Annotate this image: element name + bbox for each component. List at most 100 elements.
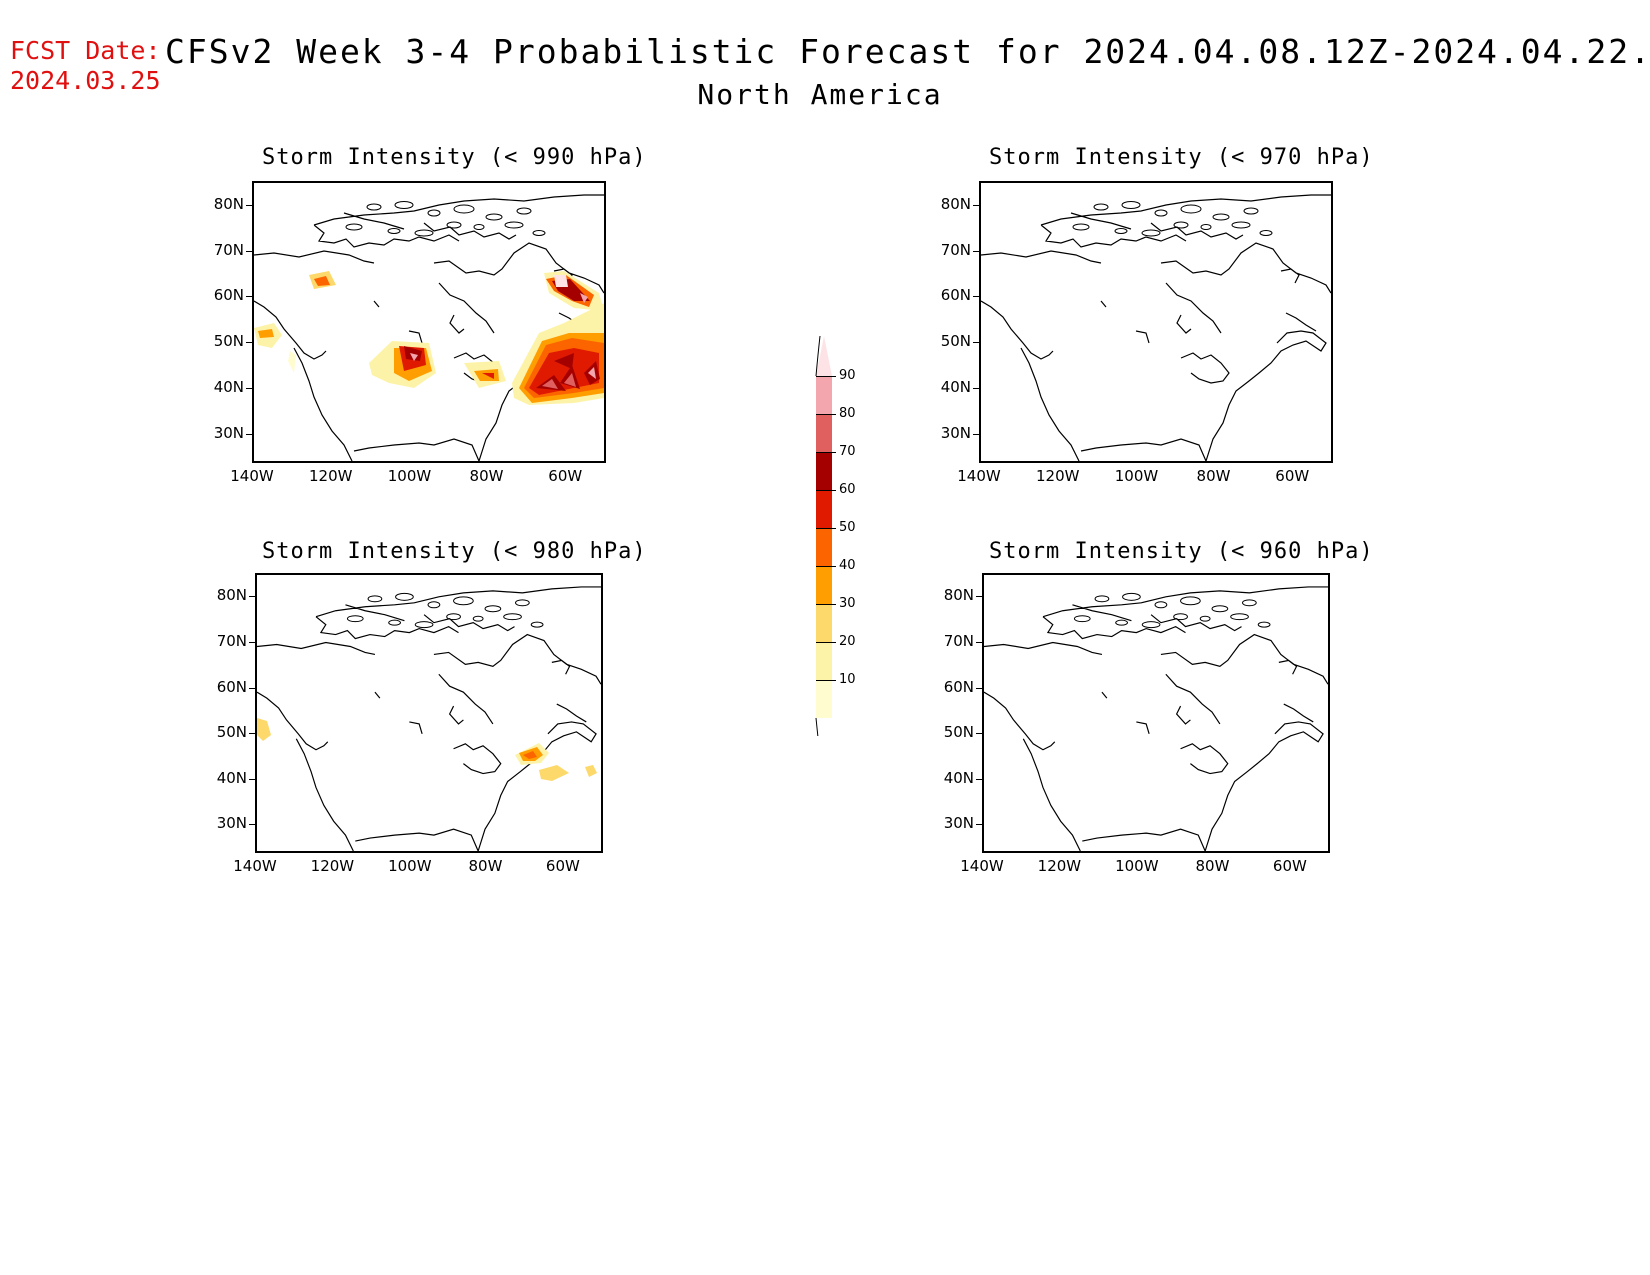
colorbar-label: 20 <box>839 634 856 649</box>
lat-tick-label: 30N <box>940 423 971 442</box>
lat-tick-mark <box>973 433 979 435</box>
region-subtitle: North America <box>697 78 943 111</box>
lon-tick-label: 60W <box>1275 467 1310 485</box>
lat-tick-label: 50N <box>213 332 244 351</box>
lat-tick-mark <box>249 824 255 826</box>
lon-tick-label: 80W <box>468 857 503 875</box>
arctic-island <box>367 595 383 603</box>
lat-tick-mark <box>249 596 255 598</box>
colorbar-tick <box>816 452 836 453</box>
arctic-island <box>472 615 484 622</box>
colorbar <box>800 335 860 757</box>
lat-tick-label: 70N <box>943 632 974 650</box>
arctic-island <box>453 204 475 214</box>
coastline <box>984 586 1328 851</box>
fcst-date-value: 2024.03.25 <box>10 66 161 95</box>
panel-title-990: Storm Intensity (< 990 hPa) <box>262 145 647 170</box>
lat-tick-label: 80N <box>216 586 247 605</box>
colorbar-tick <box>816 566 836 567</box>
colorbar-label: 50 <box>839 520 856 535</box>
lat-tick-label: 30N <box>213 423 244 442</box>
colorbar-tick <box>816 680 836 681</box>
probability-shading <box>257 718 597 781</box>
lat-tick-label: 40N <box>943 768 974 787</box>
lat-tick-mark <box>246 388 252 390</box>
colorbar-tick <box>816 642 836 643</box>
lat-tick-mark <box>246 250 252 252</box>
arctic-island <box>484 605 502 613</box>
lon-tick-label: 120W <box>310 857 355 875</box>
lon-tick-label: 100W <box>387 467 432 485</box>
lat-tick-mark <box>976 687 982 689</box>
lon-tick-label: 140W <box>230 467 274 485</box>
lat-tick-mark <box>976 733 982 735</box>
lat-tick-label: 50N <box>940 332 971 351</box>
colorbar-tick <box>816 414 836 415</box>
arctic-island <box>530 621 544 628</box>
lon-tick-label: 80W <box>469 467 504 485</box>
lat-tick-label: 70N <box>940 240 971 259</box>
arctic-island <box>446 221 462 229</box>
arctic-island <box>453 596 474 606</box>
lat-tick-label: 50N <box>943 723 974 742</box>
lat-tick-mark <box>246 433 252 435</box>
lat-tick-label: 40N <box>213 378 244 397</box>
colorbar-swatch <box>816 452 832 490</box>
arctic-island <box>1073 615 1091 623</box>
arctic-island <box>1231 221 1251 229</box>
colorbar-label: 30 <box>839 596 856 611</box>
lon-tick-label: 80W <box>1196 467 1231 485</box>
panel-title-960: Storm Intensity (< 960 hPa) <box>989 539 1374 564</box>
colorbar-graphic <box>815 335 832 757</box>
lon-tick-label: 100W <box>1115 857 1159 875</box>
arctic-island <box>1122 592 1141 601</box>
colorbar-swatch <box>816 414 832 452</box>
lat-tick-mark <box>973 250 979 252</box>
colorbar-tick <box>816 376 836 377</box>
arctic-island <box>1094 595 1110 603</box>
arctic-island <box>366 203 382 211</box>
coastline <box>981 194 1331 461</box>
arctic-island <box>1154 601 1168 609</box>
colorbar-swatch <box>816 490 832 528</box>
lon-tick-label: 100W <box>1114 467 1159 485</box>
lat-tick-mark <box>973 342 979 344</box>
arctic-island <box>1200 224 1212 230</box>
arctic-island <box>1199 615 1211 622</box>
arctic-island <box>1141 229 1161 237</box>
lat-tick-label: 40N <box>216 768 247 787</box>
lat-tick-mark <box>976 778 982 780</box>
lat-tick-mark <box>973 204 979 206</box>
arctic-island <box>516 207 532 215</box>
lon-tick-label: 60W <box>1272 857 1307 875</box>
lat-tick-label: 80N <box>943 586 974 605</box>
lon-tick-label: 140W <box>233 857 277 875</box>
lat-tick-label: 60N <box>213 286 244 305</box>
forecast-date-block: FCST Date: 2024.03.25 <box>10 36 161 96</box>
arctic-island <box>1180 204 1202 214</box>
coastline <box>257 586 601 851</box>
colorbar-swatch <box>816 680 832 718</box>
colorbar-swatch <box>816 642 832 680</box>
colorbar-top-outline <box>815 335 821 377</box>
colorbar-tick <box>816 528 836 529</box>
fcst-date-label: FCST Date: <box>10 36 161 65</box>
lat-tick-mark <box>246 342 252 344</box>
lat-tick-label: 80N <box>940 194 971 213</box>
lat-tick-mark <box>249 733 255 735</box>
arctic-island <box>1173 221 1189 229</box>
arctic-island <box>387 228 401 234</box>
colorbar-label: 10 <box>839 672 856 687</box>
lat-tick-mark <box>249 687 255 689</box>
lat-tick-label: 30N <box>943 814 974 833</box>
map-panel-960 <box>982 573 1330 853</box>
panel-title-970: Storm Intensity (< 970 hPa) <box>989 145 1374 170</box>
lon-tick-label: 60W <box>545 857 580 875</box>
arctic-island <box>414 621 434 629</box>
lat-tick-label: 30N <box>216 814 247 833</box>
probability-shading <box>254 271 604 405</box>
coastline-layer <box>257 586 601 851</box>
colorbar-swatch <box>816 604 832 642</box>
lat-tick-mark <box>976 824 982 826</box>
lat-tick-label: 50N <box>216 723 247 742</box>
